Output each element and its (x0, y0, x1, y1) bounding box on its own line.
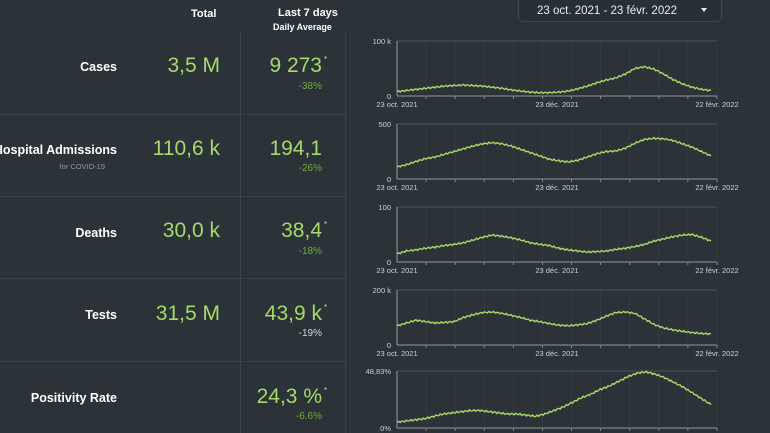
y-tick-label: 200 k (373, 286, 392, 295)
x-tick-label: 23 déc. 2021 (535, 266, 578, 275)
x-tick-label: 23 oct. 2021 (376, 349, 417, 358)
total-hospital-admissions: 110,6 k (152, 137, 220, 160)
row-sublabel-hospital: for COVID-19 (59, 162, 105, 171)
x-tick-label: 22 févr. 2022 (695, 349, 738, 358)
y-tick-label: 500 (378, 120, 391, 129)
pct-deaths: -18% (298, 246, 322, 257)
x-tick-label: 22 févr. 2022 (695, 183, 738, 192)
x-tick-label: 22 févr. 2022 (695, 266, 738, 275)
header-daily-average: Daily Average (273, 22, 332, 32)
row-divider (0, 196, 345, 197)
footnote-marker: * (324, 220, 328, 229)
x-tick-label: 23 déc. 2021 (535, 100, 578, 109)
pct-hospital-admissions: -26% (298, 163, 322, 174)
column-divider (345, 33, 346, 433)
series-line-cases (396, 65, 712, 95)
y-tick-label: 100 k (373, 37, 392, 46)
row-divider (0, 114, 345, 115)
series-line-deaths (396, 233, 712, 255)
column-divider (240, 33, 241, 433)
chart-cases[interactable]: 0 100 k 23 oct. 2021 23 déc. 2021 22 févr. 2… (363, 33, 747, 111)
x-tick-label: 23 oct. 2021 (376, 183, 417, 192)
row-label-tests: Tests (85, 308, 117, 322)
y-tick-label: 0% (380, 424, 391, 433)
chart-positivity-rate[interactable]: 0% 48,83% (363, 363, 747, 433)
chart-hospital-admissions[interactable]: 0 500 23 oct. 2021 23 déc. 2021 22 févr. 202… (363, 116, 747, 194)
row-label-deaths: Deaths (75, 226, 117, 240)
avg-hospital-admissions: 194,1 (269, 137, 322, 160)
pct-cases: -38% (298, 81, 322, 92)
series-line-hospital-admissions (396, 136, 712, 168)
series-line-positivity-rate (396, 370, 712, 424)
row-divider (0, 361, 345, 362)
pct-tests: -19% (298, 328, 322, 339)
date-range-value: 23 oct. 2021 - 23 févr. 2022 (537, 4, 678, 17)
row-divider (0, 278, 345, 279)
chevron-down-icon[interactable] (701, 8, 707, 12)
footnote-marker: * (324, 303, 328, 312)
header-last-7-days: Last 7 days (278, 7, 338, 19)
date-range-selector[interactable]: 23 oct. 2021 - 23 févr. 2022 (518, 0, 722, 22)
total-cases: 3,5 M (167, 54, 220, 77)
y-tick-label: 0 (387, 175, 391, 184)
footnote-marker: * (324, 55, 328, 64)
total-deaths: 30,0 k (162, 219, 220, 242)
row-label-cases: Cases (80, 60, 117, 74)
total-tests: 31,5 M (155, 302, 220, 325)
x-tick-label: 22 févr. 2022 (695, 100, 738, 109)
y-tick-label: 0 (387, 92, 391, 101)
x-tick-label: 23 oct. 2021 (376, 266, 417, 275)
row-label-hospital-admissions: Hospital Admissions (0, 143, 117, 157)
chart-deaths[interactable]: 0 100 23 oct. 2021 23 déc. 2021 22 févr. 202… (363, 199, 747, 277)
x-tick-label: 23 oct. 2021 (376, 100, 417, 109)
footnote-marker: * (324, 386, 328, 395)
pct-positivity-rate: -6.6% (295, 411, 322, 422)
chart-tests[interactable]: 0 200 k 23 oct. 2021 23 déc. 2021 22 févr. 2… (363, 282, 747, 360)
x-tick-label: 23 déc. 2021 (535, 349, 578, 358)
avg-cases: 9 273 (269, 54, 322, 77)
avg-tests: 43,9 k (264, 302, 322, 325)
header-total: Total (191, 8, 217, 20)
avg-positivity-rate: 24,3 % (256, 385, 322, 408)
y-tick-label: 0 (387, 341, 391, 350)
y-tick-label: 0 (387, 258, 391, 267)
row-label-positivity-rate: Positivity Rate (30, 391, 117, 405)
x-tick-label: 23 déc. 2021 (535, 183, 578, 192)
y-tick-label: 48,83% (366, 367, 392, 376)
avg-deaths: 38,4 (281, 219, 322, 242)
y-tick-label: 100 (378, 203, 391, 212)
series-line-tests (396, 310, 712, 336)
